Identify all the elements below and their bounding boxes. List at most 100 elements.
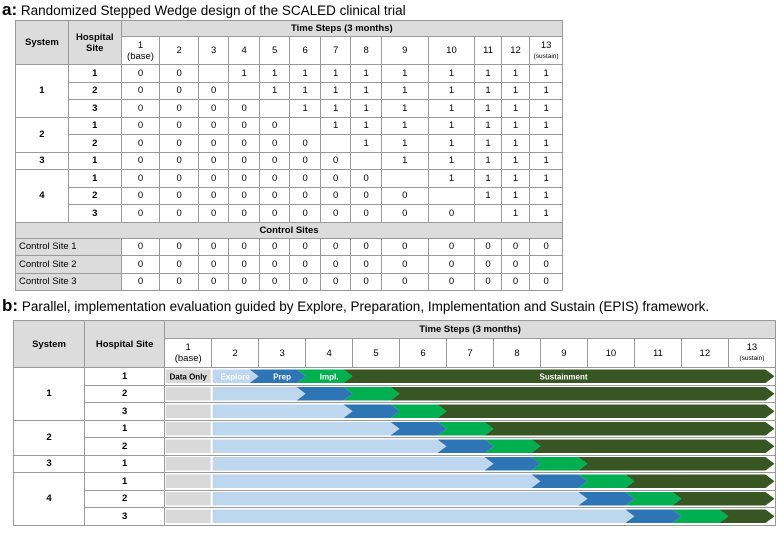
- timeline-cell: [258, 454, 306, 473]
- header-hospital-site: Hospital Site: [67, 20, 122, 65]
- timeline-row: 3: [14, 507, 777, 526]
- value-cell: 1: [350, 134, 382, 153]
- timeline-cell: [399, 507, 447, 526]
- value-cell: 1: [427, 64, 476, 83]
- step-sustain-label: (sustain): [533, 52, 559, 60]
- site-cell: 3: [67, 99, 122, 118]
- value-cell: 1: [474, 186, 502, 205]
- timeline-row: 2: [14, 384, 777, 403]
- step-number: 7: [332, 45, 339, 56]
- value-cell: 1: [529, 64, 563, 83]
- timeline-cell: [352, 402, 400, 421]
- epis-timeline-table: System Hospital Site Time Steps (3 months)…: [12, 320, 777, 526]
- value-cell: 1: [427, 169, 476, 188]
- step-base-label: (base): [174, 353, 202, 364]
- timeline-cell: [352, 437, 400, 456]
- timeline-cell: [634, 507, 682, 526]
- timeline-cell: [634, 472, 682, 491]
- value-cell: 0: [380, 272, 429, 291]
- value-cell: 0: [289, 237, 321, 256]
- timeline-cell: [305, 454, 353, 473]
- timeline-cell: [164, 454, 212, 473]
- site-cell: 2: [67, 186, 122, 205]
- timeline-cell: [540, 472, 588, 491]
- header-time-steps: Time Steps (3 months): [120, 20, 564, 37]
- value-cell: 0: [228, 169, 260, 188]
- timeline-cell: [305, 507, 353, 526]
- header-hospital-site: Hospital Site: [84, 320, 166, 368]
- value-cell: 1: [427, 151, 476, 170]
- panel-b-title: b: Parallel, implementation evaluation g…: [2, 296, 710, 315]
- timeline-cell: [446, 402, 494, 421]
- value-cell: 0: [529, 237, 563, 256]
- value-cell: 0: [228, 186, 260, 205]
- site-cell: 2: [67, 81, 122, 100]
- value-cell: 0: [289, 134, 321, 153]
- timeline-cell: [728, 402, 777, 421]
- timeline-cell: [587, 489, 635, 508]
- value-cell: 1: [529, 134, 563, 153]
- timeline-cell: [681, 472, 729, 491]
- site-cell: 2: [84, 489, 166, 508]
- value-cell: 0: [228, 116, 260, 135]
- timeline-cell: [728, 437, 777, 456]
- timeline-cell: [681, 507, 729, 526]
- value-cell: 0: [258, 237, 291, 256]
- step-number: 8: [363, 45, 369, 56]
- timeline-cell: [587, 402, 635, 421]
- timeline-cell: [211, 384, 259, 403]
- value-cell: [427, 186, 476, 205]
- value-cell: 1: [500, 81, 531, 100]
- value-cell: [289, 116, 321, 135]
- value-cell: 1: [380, 151, 429, 170]
- step-number: 13: [540, 39, 552, 51]
- step-number: 4: [241, 45, 247, 56]
- control-site-label: Control Site 1: [15, 237, 122, 256]
- value-cell: 0: [159, 151, 199, 170]
- timeline-cell: [493, 489, 541, 508]
- system-cell: 4: [15, 169, 69, 223]
- timeline-cell: [493, 454, 541, 473]
- step-header-8: 8: [492, 338, 541, 368]
- step-number: 1: [137, 39, 144, 51]
- value-cell: 1: [350, 99, 382, 118]
- value-cell: 0: [197, 99, 230, 118]
- timeline-cell: [493, 367, 541, 386]
- value-cell: 0: [159, 204, 199, 223]
- value-cell: 0: [159, 99, 199, 118]
- system-cell: 3: [12, 454, 86, 473]
- system-cell: 1: [15, 64, 69, 118]
- value-cell: 0: [289, 151, 321, 170]
- timeline-cell: [305, 489, 353, 508]
- timeline-row: 2: [14, 489, 777, 508]
- value-cell: 0: [258, 186, 291, 205]
- value-cell: 1: [380, 81, 429, 100]
- step-number: 3: [211, 45, 217, 56]
- panel-b-title-text: Parallel, implementation evaluation guid…: [21, 299, 710, 314]
- panel-a-letter: a: [2, 0, 12, 19]
- step-header-13: 13 (sustain): [727, 338, 777, 368]
- timeline-cell: [399, 419, 447, 438]
- value-cell: 0: [120, 81, 161, 100]
- timeline-cell: [211, 507, 259, 526]
- value-cell: 0: [228, 255, 260, 274]
- site-cell: 3: [67, 204, 122, 223]
- value-cell: 0: [289, 272, 321, 291]
- value-cell: 0: [258, 272, 291, 291]
- value-cell: [350, 151, 382, 170]
- step-number: 11: [652, 347, 663, 359]
- value-cell: 0: [427, 204, 476, 223]
- step-number: 1: [185, 342, 191, 353]
- value-cell: 1: [529, 151, 563, 170]
- timeline-cell: [493, 384, 541, 403]
- timeline-cell: [211, 402, 259, 421]
- control-site-label: Control Site 2: [15, 255, 122, 274]
- value-cell: 1: [319, 81, 352, 100]
- value-cell: 1: [380, 116, 429, 135]
- timeline-cell: [211, 489, 259, 508]
- value-cell: 1: [500, 204, 531, 223]
